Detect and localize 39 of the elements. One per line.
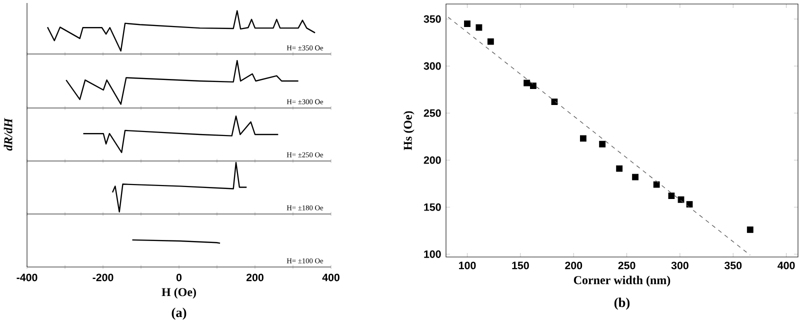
x-tick-label: 250	[618, 262, 636, 270]
x-tick-label: 300	[671, 262, 688, 270]
point	[686, 201, 693, 208]
y-tick-label: 100	[424, 250, 441, 258]
x-tick-label: 400	[322, 274, 340, 282]
point	[580, 135, 586, 142]
point	[530, 82, 536, 90]
point	[653, 181, 660, 188]
point	[551, 98, 558, 106]
y-tick-label: 350	[424, 15, 441, 23]
x-tick-label: 0	[176, 274, 182, 282]
x-tick-label: 100	[459, 262, 476, 270]
point	[599, 140, 606, 148]
x-tick-label: 400	[778, 262, 795, 270]
x-axis-title: Corner width (nm)	[574, 276, 670, 287]
x-tick-label: 200	[246, 274, 264, 282]
x-tick-label: -400	[16, 274, 38, 282]
point	[464, 20, 470, 27]
point	[487, 38, 494, 45]
point	[668, 192, 675, 200]
y-tick-label: 250	[424, 109, 441, 117]
point	[524, 80, 530, 86]
x-tick-label: 150	[512, 262, 529, 270]
text: (a)	[172, 308, 186, 320]
point	[746, 226, 754, 233]
x-tick-label: 200	[565, 262, 582, 270]
y-axis-title: Hs (Oe)	[403, 111, 414, 150]
text: (b)	[614, 298, 630, 310]
point	[678, 196, 684, 203]
y-tick-label: 300	[424, 62, 441, 70]
point	[616, 165, 623, 172]
x-tick-label: -200	[92, 274, 114, 282]
point	[476, 24, 482, 31]
x-tick-label: 350	[724, 262, 742, 270]
y-tick-label: 200	[424, 156, 441, 164]
x-axis-title: H (Oe)	[162, 288, 196, 299]
y-tick-label: 150	[424, 203, 441, 211]
y-axis-title: dR/dH	[4, 118, 12, 151]
point	[632, 174, 638, 180]
